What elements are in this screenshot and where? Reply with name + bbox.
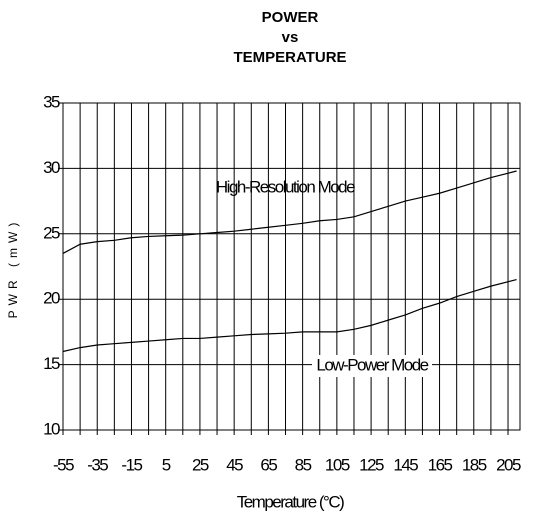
series-label: High-Resolution Mode bbox=[216, 177, 355, 196]
x-tick-label: 145 bbox=[393, 455, 418, 474]
x-tick-label: 5 bbox=[162, 455, 171, 474]
y-axis-label: PWR (mW) bbox=[6, 218, 20, 319]
x-tick-label: -55 bbox=[53, 455, 74, 474]
x-tick-label: 185 bbox=[462, 455, 487, 474]
chart-title: vs bbox=[282, 29, 299, 46]
x-tick-label: -35 bbox=[87, 455, 108, 474]
x-axis-label: Temperature (°C) bbox=[237, 492, 344, 511]
y-tick-label: 10 bbox=[43, 419, 60, 438]
chart-title: TEMPERATURE bbox=[233, 49, 346, 66]
line-series bbox=[62, 170, 517, 254]
y-tick-label: 20 bbox=[43, 289, 60, 308]
chart-title: POWER bbox=[262, 9, 319, 26]
x-tick-label: 105 bbox=[325, 455, 350, 474]
x-tick-label: 165 bbox=[428, 455, 453, 474]
x-tick-label: 85 bbox=[295, 455, 312, 474]
x-tick-label: 125 bbox=[359, 455, 384, 474]
label-background bbox=[312, 355, 432, 377]
x-tick-label: 65 bbox=[260, 455, 277, 474]
y-tick-label: 25 bbox=[43, 223, 60, 242]
y-tick-label: 15 bbox=[43, 354, 60, 373]
y-tick-label: 30 bbox=[43, 158, 60, 177]
x-tick-label: 25 bbox=[192, 455, 209, 474]
series-label: Low-Power Mode bbox=[316, 355, 428, 374]
x-tick-label: 45 bbox=[226, 455, 243, 474]
line-series bbox=[62, 278, 517, 353]
plot-area bbox=[62, 102, 521, 431]
x-tick-label: -15 bbox=[121, 455, 142, 474]
y-tick-label: 35 bbox=[43, 92, 60, 111]
x-tick-label: 205 bbox=[496, 455, 521, 474]
